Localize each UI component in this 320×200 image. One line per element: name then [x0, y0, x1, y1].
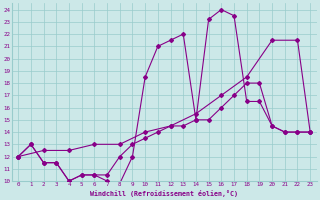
X-axis label: Windchill (Refroidissement éolien,°C): Windchill (Refroidissement éolien,°C) [90, 190, 238, 197]
